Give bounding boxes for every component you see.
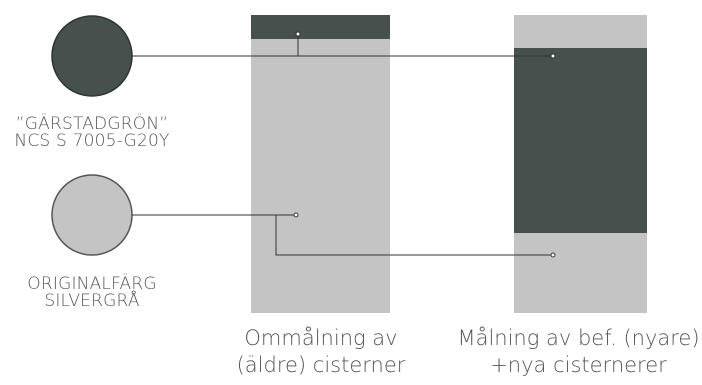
silver-legend-subname: SILVERGRÅ [44, 291, 140, 311]
silver-legend-label: ORIGINALFÄRG SILVERGRÅ [2, 276, 182, 310]
tank-2-caption-line-2: +nya cisternerer [490, 352, 667, 377]
tank-1-caption: Ommålning av (äldre) cisterner [221, 325, 421, 379]
green-legend-label: ”GÄRSTADGRÖN” NCS S 7005-G20Y [2, 116, 182, 150]
tank-1-body [251, 15, 390, 313]
silver-pointer-dot-tank-1 [293, 212, 299, 218]
green-pointer-dot-tank-2 [550, 53, 556, 59]
tank-1-caption-line-1: Ommålning av [244, 326, 398, 350]
tank-1-caption-line-2: (äldre) cisterner [236, 352, 406, 377]
green-pointer-dot-tank-1 [295, 31, 301, 37]
silver-leader-branch [275, 215, 553, 256]
green-swatch [51, 15, 133, 97]
green-legend-name: ”GÄRSTADGRÖN” [15, 114, 169, 134]
green-legend-code: NCS S 7005-G20Y [14, 131, 170, 151]
tank-1-top-band [251, 15, 390, 39]
silver-pointer-dot-tank-2 [550, 252, 556, 258]
tank-2-middle-band [514, 48, 647, 233]
tank-2-caption: Målning av bef. (nyare) +nya cisternerer [455, 325, 702, 379]
silver-legend-name: ORIGINALFÄRG [27, 274, 157, 294]
tank-2-caption-line-1: Målning av bef. (nyare) [457, 326, 700, 350]
silver-swatch [51, 174, 133, 256]
